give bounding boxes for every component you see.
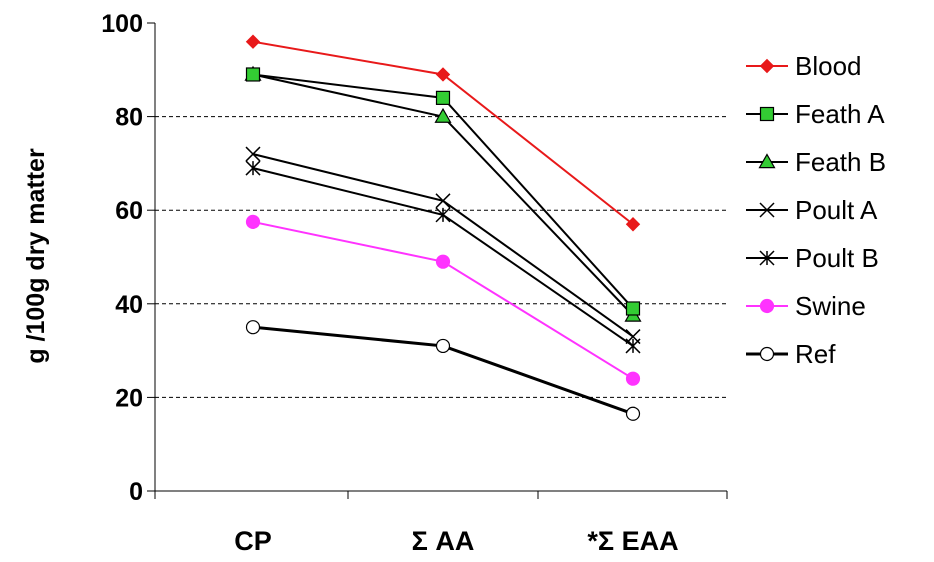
legend-item-swine: Swine (746, 291, 866, 321)
legend-marker-blood (759, 58, 775, 74)
y-tick-label-0: 0 (129, 478, 143, 506)
legend-item-blood: Blood (746, 51, 862, 81)
point-poult-a-aa (435, 193, 451, 209)
point-blood-cp (245, 34, 261, 49)
series-poult-a (245, 146, 641, 345)
point-swine-eaa (625, 371, 641, 386)
series-lines (244, 34, 642, 421)
legend-marker-ref (759, 346, 775, 362)
x-tick-label-aa: Σ AA (412, 526, 475, 556)
point-poult-b-aa (435, 207, 451, 223)
point-poult-a-cp (245, 146, 261, 162)
legend-label-poult-a: Poult A (795, 195, 878, 225)
point-feath-a-cp (245, 67, 261, 82)
legend-item-feath-a: Feath A (746, 99, 885, 129)
point-swine-cp (245, 214, 261, 229)
legend-label-feath-a: Feath A (795, 99, 885, 129)
y-tick-label-40: 40 (115, 291, 143, 319)
legend-label-feath-b: Feath B (795, 147, 886, 177)
x-tick-label-cp: CP (234, 526, 272, 556)
legend-label-poult-b: Poult B (795, 243, 879, 273)
legend-marker-feath-a (759, 106, 775, 122)
y-tick-label-100: 100 (101, 10, 143, 38)
legend-item-feath-b: Feath B (746, 147, 886, 177)
point-ref-cp (245, 320, 261, 335)
point-poult-b-cp (245, 160, 261, 176)
y-tick-label-80: 80 (115, 104, 143, 132)
point-ref-eaa (625, 406, 641, 421)
series-poult-b (245, 160, 641, 354)
legend-marker-feath-b (758, 153, 776, 169)
series-feath-a (245, 67, 641, 316)
legend-label-swine: Swine (795, 291, 866, 321)
point-blood-aa (435, 67, 451, 82)
point-feath-a-eaa (625, 301, 641, 316)
series-blood (245, 34, 641, 232)
y-axis-label: g /100g dry matter (22, 148, 50, 364)
legend-label-ref: Ref (795, 339, 836, 369)
point-swine-aa (435, 254, 451, 269)
legend-marker-swine (759, 298, 775, 314)
legend-item-poult-b: Poult B (746, 243, 879, 273)
point-poult-a-eaa (625, 329, 641, 345)
y-tick-label-60: 60 (115, 197, 143, 225)
series-feath-b (244, 65, 642, 322)
point-blood-eaa (625, 217, 641, 232)
point-feath-a-aa (435, 90, 451, 105)
legend-marker-poult-b (759, 250, 775, 266)
legend: Blood Feath A Feath B Poult A Poult B Swine Re… (746, 51, 886, 369)
point-ref-aa (435, 338, 451, 354)
y-tick-label-20: 20 (115, 384, 143, 412)
series-ref (245, 320, 641, 421)
legend-item-ref: Ref (746, 339, 836, 369)
axes: 0 20 40 60 80 100 CP Σ AA *Σ EAA (101, 10, 728, 556)
point-feath-b-aa (434, 107, 452, 123)
series-swine (245, 214, 641, 386)
legend-marker-poult-a (759, 202, 775, 218)
x-tick-label-eaa: *Σ EAA (587, 526, 678, 556)
legend-label-blood: Blood (795, 51, 862, 81)
legend-item-poult-a: Poult A (746, 195, 878, 225)
